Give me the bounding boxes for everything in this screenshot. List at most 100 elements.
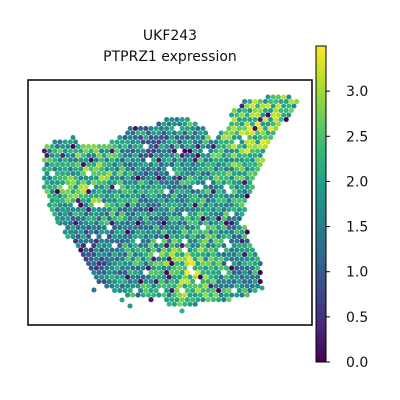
spot bbox=[205, 162, 211, 168]
spot bbox=[205, 297, 211, 303]
colorbar-tick-label: 3.0 bbox=[346, 84, 368, 100]
spot bbox=[140, 220, 146, 226]
spot bbox=[106, 198, 112, 204]
spot bbox=[106, 243, 112, 249]
spot bbox=[151, 274, 157, 280]
spot bbox=[174, 143, 180, 150]
spot bbox=[229, 193, 235, 199]
spot bbox=[171, 121, 177, 127]
spot bbox=[187, 256, 193, 262]
spot bbox=[96, 171, 102, 177]
spot bbox=[114, 265, 120, 271]
spot bbox=[174, 261, 180, 267]
spot bbox=[249, 157, 255, 163]
spot bbox=[109, 175, 115, 181]
spot bbox=[205, 288, 211, 294]
spot bbox=[179, 189, 185, 195]
spot bbox=[197, 292, 203, 298]
spot bbox=[221, 252, 227, 258]
spot bbox=[57, 157, 63, 163]
spot bbox=[197, 229, 203, 235]
spot bbox=[244, 283, 250, 289]
spot bbox=[177, 274, 183, 280]
spot bbox=[223, 220, 229, 226]
spot bbox=[70, 152, 76, 159]
spot bbox=[88, 229, 94, 235]
spot bbox=[138, 207, 144, 213]
spot bbox=[75, 152, 81, 159]
spot bbox=[60, 216, 66, 222]
spot bbox=[112, 261, 118, 267]
spot bbox=[91, 180, 97, 186]
spot bbox=[156, 184, 162, 190]
spot bbox=[73, 166, 79, 172]
spot bbox=[200, 134, 206, 141]
spot bbox=[140, 184, 146, 190]
spot bbox=[195, 134, 201, 141]
spot bbox=[109, 193, 115, 199]
spot bbox=[125, 247, 131, 253]
spot bbox=[127, 207, 133, 213]
spot bbox=[179, 116, 185, 123]
spot bbox=[177, 121, 183, 127]
spot bbox=[197, 130, 203, 136]
spot bbox=[216, 189, 222, 195]
spot bbox=[179, 207, 185, 213]
spot bbox=[75, 171, 81, 177]
spot bbox=[109, 265, 115, 271]
spot bbox=[182, 301, 188, 307]
spot bbox=[210, 180, 216, 186]
spot bbox=[187, 175, 193, 181]
spot bbox=[156, 175, 162, 181]
spot bbox=[122, 252, 128, 258]
spot bbox=[145, 265, 151, 271]
spot bbox=[174, 270, 180, 276]
spot bbox=[83, 157, 89, 163]
spot bbox=[151, 229, 157, 235]
spot bbox=[41, 157, 47, 163]
spot bbox=[218, 193, 224, 199]
spot bbox=[221, 189, 227, 195]
spot bbox=[244, 103, 250, 109]
spot bbox=[169, 189, 175, 195]
spot bbox=[161, 166, 167, 172]
spot bbox=[54, 152, 60, 159]
spot bbox=[262, 143, 268, 150]
spot bbox=[135, 184, 141, 190]
spot bbox=[119, 220, 125, 226]
spot bbox=[125, 202, 131, 208]
spot bbox=[234, 229, 240, 235]
spot bbox=[213, 247, 219, 253]
spot bbox=[177, 265, 183, 271]
spot bbox=[184, 189, 190, 195]
spot bbox=[234, 184, 240, 190]
spot bbox=[67, 184, 73, 190]
spot bbox=[216, 252, 222, 258]
spot bbox=[143, 252, 149, 258]
spot bbox=[192, 148, 198, 154]
spot bbox=[78, 166, 84, 172]
spot bbox=[216, 134, 222, 141]
spot bbox=[184, 152, 190, 159]
spot bbox=[52, 184, 58, 190]
spot bbox=[231, 116, 237, 123]
spot bbox=[44, 189, 50, 195]
spot bbox=[151, 211, 157, 217]
spot bbox=[53, 195, 59, 201]
spot bbox=[112, 180, 118, 186]
spot bbox=[288, 107, 294, 114]
spot bbox=[96, 198, 102, 204]
spot bbox=[145, 256, 151, 262]
spot bbox=[117, 171, 123, 177]
spot bbox=[236, 225, 242, 231]
spot bbox=[78, 148, 84, 154]
spot bbox=[205, 134, 211, 141]
spot bbox=[179, 143, 185, 150]
spot bbox=[104, 184, 110, 190]
spot bbox=[109, 274, 115, 280]
spot bbox=[179, 270, 185, 276]
spot bbox=[99, 211, 105, 217]
spot bbox=[86, 180, 92, 186]
spot bbox=[93, 148, 99, 154]
spot bbox=[145, 193, 151, 199]
